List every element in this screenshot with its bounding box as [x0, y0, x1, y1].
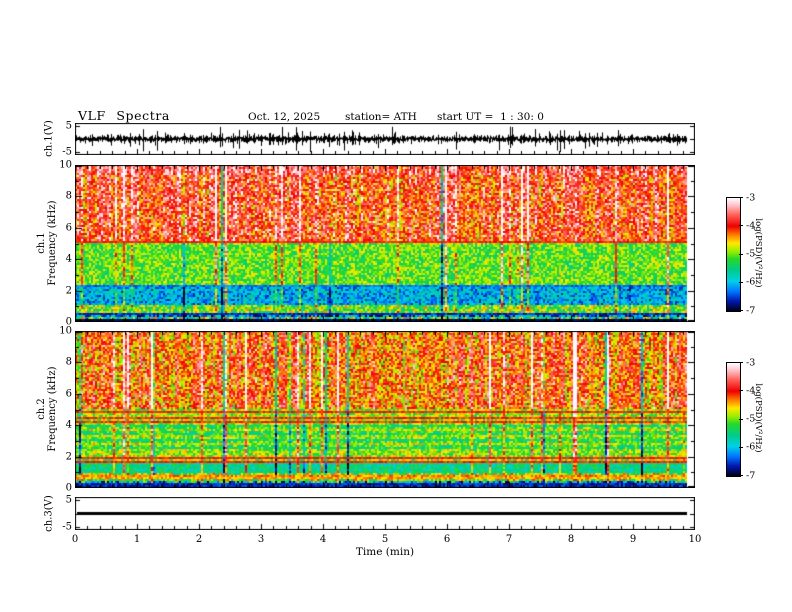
colorbar-tick-mark [739, 253, 743, 255]
spec1-freq-tick-label: 8 [65, 190, 72, 202]
spec2-freq-tick-label: 6 [65, 388, 72, 400]
ch1-voltage-tick-label: -5 [62, 146, 72, 158]
time-axis-title: Time (min) [355, 546, 415, 558]
time-tick-label: 10 [688, 534, 702, 545]
colorbar-tick-label: -7 [746, 305, 756, 316]
colorbar-tick-mark [739, 446, 743, 448]
colorbar-tick-mark [739, 418, 743, 420]
time-tick-label: 2 [195, 534, 203, 545]
colorbar-tick-mark [739, 225, 743, 227]
spec2-freq-tick-label: 8 [65, 356, 72, 368]
colorbar-tick-label: -6 [746, 441, 756, 453]
ch1-waveform-canvas [75, 123, 695, 155]
ch3-voltage-tick-label: -5 [62, 521, 72, 533]
header-date: Oct. 12, 2025 [248, 111, 321, 123]
colorbar-tick-label: -5 [746, 248, 756, 260]
colorbar-tick-label: -3 [746, 357, 756, 368]
colorbar-tick-label: -4 [746, 385, 756, 397]
time-tick-label: 5 [381, 534, 389, 545]
colorbar-tick-label: -4 [746, 220, 756, 232]
page-title: VLF Spectra [78, 108, 170, 123]
ch1-voltage-tick-label: 5 [65, 120, 72, 132]
spec1-freq-tick-label: 6 [65, 222, 72, 234]
colorbar-tick-mark [739, 475, 743, 476]
colorbar-tick-mark [739, 362, 743, 363]
header-station: station= ATH [345, 111, 417, 123]
time-tick-label: 1 [133, 534, 141, 545]
time-tick-label: 0 [71, 534, 79, 545]
spec2-freq-tick-label: 10 [59, 325, 72, 337]
colorbar-tick-mark [739, 310, 743, 311]
time-tick-label: 3 [257, 534, 265, 545]
spec2-freq-tick-label: 0 [65, 482, 72, 494]
colorbar-tick-mark [739, 281, 743, 283]
time-tick-label: 7 [505, 534, 513, 545]
spec1-colorbar [726, 197, 741, 312]
spec1-freq-tick-label: 4 [65, 253, 72, 265]
spec2-freq-tick-label: 2 [65, 451, 72, 463]
ch2-spectrogram-canvas [75, 331, 695, 488]
header-start-ut: start UT = 1 : 30: 0 [437, 111, 544, 123]
ch1-spectrogram-canvas [75, 165, 695, 322]
colorbar-tick-label: -7 [746, 470, 756, 481]
time-tick-label: 8 [567, 534, 575, 545]
spec2-colorbar [726, 362, 741, 477]
colorbar-tick-mark [739, 390, 743, 392]
colorbar-tick-mark [739, 197, 743, 198]
time-tick-label: 6 [443, 534, 451, 545]
time-tick-label: 9 [629, 534, 637, 545]
colorbar-tick-label: -3 [746, 192, 756, 203]
time-tick-label: 4 [319, 534, 327, 545]
ch3-waveform-canvas [75, 497, 695, 530]
colorbar-tick-label: -6 [746, 276, 756, 288]
spec1-freq-tick-label: 0 [65, 316, 72, 328]
colorbar-tick-label: -5 [746, 413, 756, 425]
spec2-freq-tick-label: 4 [65, 419, 72, 431]
spec1-freq-tick-label: 10 [59, 159, 72, 171]
ch3-voltage-tick-label: 5 [65, 494, 72, 506]
spec1-freq-tick-label: 2 [65, 285, 72, 297]
